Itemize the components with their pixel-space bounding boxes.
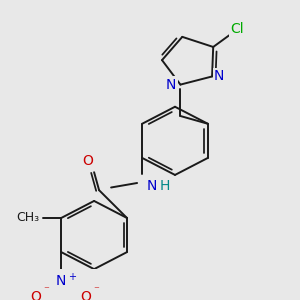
Text: N: N xyxy=(166,78,176,92)
Text: ⁻: ⁻ xyxy=(93,286,99,296)
Text: O: O xyxy=(31,290,42,300)
Text: ⁻: ⁻ xyxy=(43,286,49,296)
Text: N: N xyxy=(147,179,158,193)
Text: N: N xyxy=(214,70,224,83)
Text: CH₃: CH₃ xyxy=(16,212,39,224)
Text: H: H xyxy=(160,179,170,193)
Text: N: N xyxy=(56,274,66,288)
Text: O: O xyxy=(83,154,94,168)
Text: Cl: Cl xyxy=(230,22,244,36)
Text: O: O xyxy=(81,290,92,300)
Text: +: + xyxy=(68,272,76,282)
